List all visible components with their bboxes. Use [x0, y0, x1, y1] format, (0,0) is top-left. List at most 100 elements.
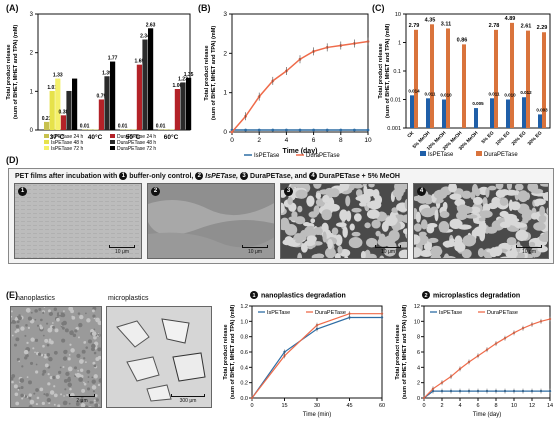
x-tick-label: 45	[346, 403, 352, 409]
bar	[526, 31, 530, 128]
x-tick-label: 15	[281, 403, 287, 409]
bar	[61, 115, 66, 130]
y-axis-label-2: (sum of BHET, MHET and TPA) (mM)	[13, 25, 19, 119]
y-tick-label: 1.2	[240, 304, 248, 310]
x-tick-label: 0	[250, 403, 253, 409]
nano-scale-bar: 2 μm	[69, 394, 95, 404]
sem-image-2: 2 10 μm	[147, 183, 275, 259]
bar-value-label: 2.79	[409, 23, 420, 29]
bar	[442, 100, 446, 129]
y-tick-label: 0	[417, 396, 420, 402]
bar-value-label: 0.012	[520, 90, 532, 95]
caption-item-1: buffer-only control,	[129, 173, 193, 180]
bar-value-label: 2.29	[537, 25, 548, 31]
y-tick-label: 0	[30, 128, 34, 134]
y-tick-label: 0.6	[240, 350, 248, 356]
scale-bar-4: 10 μm	[516, 245, 542, 255]
legend-label: DuraPETase	[306, 153, 340, 159]
caption-badge-4: 4	[309, 172, 317, 180]
micro-label: microplastics	[108, 295, 148, 302]
y-tick-label: 2	[417, 381, 420, 387]
sem-panel: PET films after incubation with 1 buffer…	[8, 168, 554, 264]
y-axis-label: Total product release	[395, 324, 401, 379]
x-tick-label: 2	[440, 403, 443, 409]
bar	[410, 95, 414, 128]
legend-swatch	[44, 134, 49, 138]
x-tick-label: 30% EG	[527, 130, 544, 147]
x-tick-label: 6	[476, 403, 479, 409]
scale-bar-3: 10 μm	[375, 245, 401, 255]
y-tick-label: 0.4	[240, 365, 248, 371]
bar	[72, 79, 77, 130]
bar	[186, 78, 191, 130]
scale-bar-2: 10 μm	[242, 245, 268, 255]
sem-badge-1: 1	[18, 187, 27, 196]
y-tick-label: 4	[417, 365, 420, 371]
caption-item-3: DuraPETase,	[250, 173, 293, 180]
nano-label: nanoplastics	[16, 295, 55, 302]
data-point	[244, 129, 247, 132]
legend-label: DuraPETase 72 h	[117, 146, 156, 152]
x-tick-label: 6	[312, 137, 316, 144]
bar	[148, 28, 153, 130]
y-tick-label: 1	[30, 89, 34, 95]
x-tick-label: 0	[422, 403, 425, 409]
y-tick-label: 0.2	[240, 381, 248, 387]
bar-value-label: 1.35	[184, 72, 194, 78]
y-axis-label-2: (sum of BHET, MHET and TPA) (mM)	[230, 305, 236, 399]
bar-value-label: 0.003	[536, 107, 548, 112]
bar-value-label: 0.010	[504, 93, 516, 98]
bar	[180, 82, 185, 130]
legend-label: DuraPETase	[315, 310, 346, 316]
x-tick-label: 60°C	[164, 133, 179, 141]
y-axis-label-2: (sum of BHET, MHET and TPA) (mM)	[402, 305, 408, 399]
chart-title: nanoplastics degradation	[261, 293, 346, 300]
x-tick-label: 4	[458, 403, 461, 409]
x-tick-label: 40°C	[88, 133, 103, 141]
bar	[430, 24, 434, 128]
y-tick-label: 1	[398, 41, 401, 47]
x-tick-label: 8	[494, 403, 497, 409]
sem-image-4: 4 10 μm	[413, 183, 549, 259]
y-tick-label: 8	[417, 335, 420, 341]
x-tick-label: 10% EG	[495, 130, 512, 147]
x-tick-label: 2	[257, 137, 261, 144]
y-tick-label: 0.8	[240, 335, 248, 341]
data-point	[258, 129, 261, 132]
x-tick-label: 0	[230, 137, 234, 144]
bar	[175, 89, 180, 130]
bar	[462, 44, 466, 128]
x-tick-label: 20% EG	[511, 130, 528, 147]
caption-item-4: DuraPETase + 5% MeOH	[319, 173, 400, 180]
title-badge-number: 1	[252, 293, 255, 299]
scale-bar-1: 10 μm	[109, 245, 135, 255]
bar	[490, 98, 494, 128]
bar	[142, 40, 147, 130]
bar	[522, 97, 526, 128]
legend-label: IsPETase	[267, 310, 290, 316]
y-tick-label: 0	[223, 129, 227, 136]
legend-label: IsPETase	[439, 310, 462, 316]
data-point	[271, 129, 274, 132]
y-tick-label: 0.01	[390, 98, 401, 104]
data-point	[231, 131, 234, 134]
bar	[44, 122, 49, 130]
bar	[538, 114, 542, 128]
bar	[55, 79, 60, 130]
bar-value-label: 1.77	[108, 56, 118, 62]
sem-badge-2: 2	[151, 187, 160, 196]
y-tick-label: 12	[414, 304, 420, 310]
x-tick-label: 4	[285, 137, 289, 144]
y-tick-label: 2	[223, 50, 227, 57]
legend-label: IsPETase 72 h	[51, 146, 83, 152]
legend-swatch	[44, 140, 49, 144]
bar	[137, 65, 142, 130]
bar	[446, 28, 450, 128]
caption-item-2: IsPETase,	[205, 173, 238, 180]
y-tick-label: 1.0	[240, 319, 248, 325]
caption-item-and: and	[295, 173, 307, 180]
caption-badge-3: 3	[240, 172, 248, 180]
